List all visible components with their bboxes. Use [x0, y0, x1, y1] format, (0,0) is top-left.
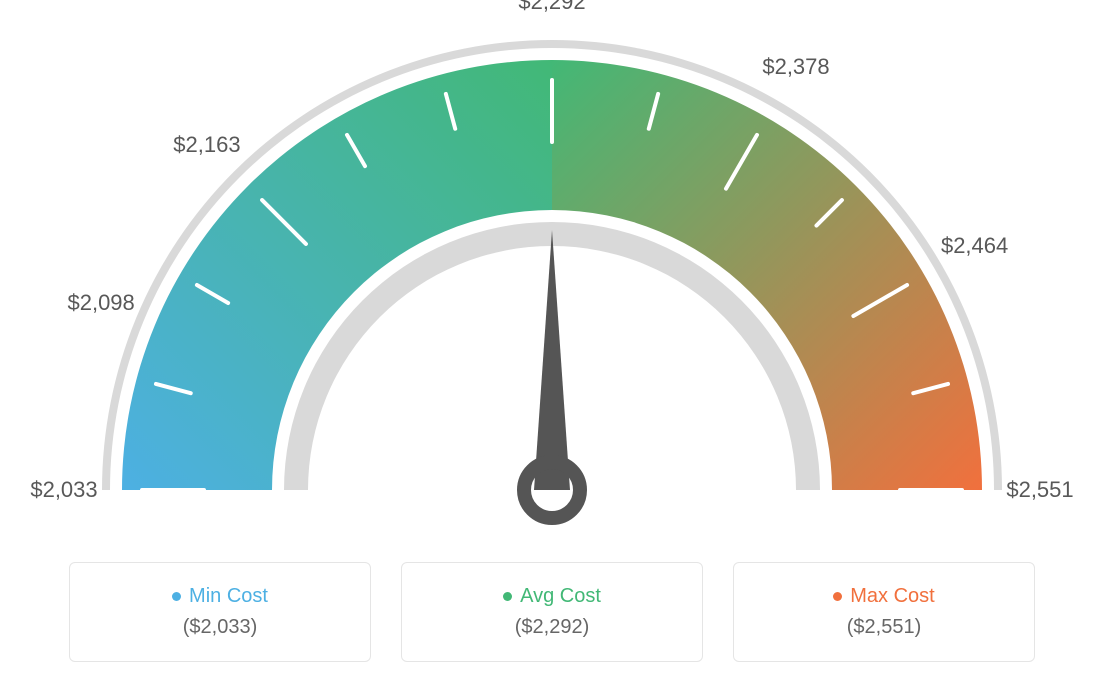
gauge-tick-label: $2,163 [173, 132, 240, 158]
gauge-tick-label: $2,292 [518, 0, 585, 15]
legend-avg-top: Avg Cost [503, 585, 601, 608]
gauge-tick-label: $2,033 [30, 477, 97, 503]
legend-min-label: Min Cost [189, 585, 268, 608]
gauge-tick-label: $2,098 [67, 290, 134, 316]
gauge-tick-label: $2,464 [941, 233, 1008, 259]
legend-max-top: Max Cost [833, 585, 934, 608]
legend-card-min: Min Cost ($2,033) [69, 562, 371, 662]
legend-avg-value: ($2,292) [515, 616, 590, 639]
legend-max-dot [833, 592, 842, 601]
legend-avg-label: Avg Cost [520, 585, 601, 608]
legend-min-dot [172, 592, 181, 601]
legend-max-label: Max Cost [850, 585, 934, 608]
legend-card-max: Max Cost ($2,551) [733, 562, 1035, 662]
legend-min-top: Min Cost [172, 585, 268, 608]
legend-max-value: ($2,551) [847, 616, 922, 639]
legend-card-avg: Avg Cost ($2,292) [401, 562, 703, 662]
gauge-svg [52, 20, 1052, 560]
gauge-tick-label: $2,551 [1006, 477, 1073, 503]
gauge-wrap: $2,033$2,098$2,163$2,292$2,378$2,464$2,5… [52, 20, 1052, 560]
legend-row: Min Cost ($2,033) Avg Cost ($2,292) Max … [69, 562, 1035, 662]
legend-min-value: ($2,033) [183, 616, 258, 639]
gauge-tick-label: $2,378 [762, 54, 829, 80]
cost-gauge-chart: $2,033 $2,098 $2,163 $2,292 $2,378 $2,464 $2,5… [0, 0, 1104, 690]
legend-avg-dot [503, 592, 512, 601]
